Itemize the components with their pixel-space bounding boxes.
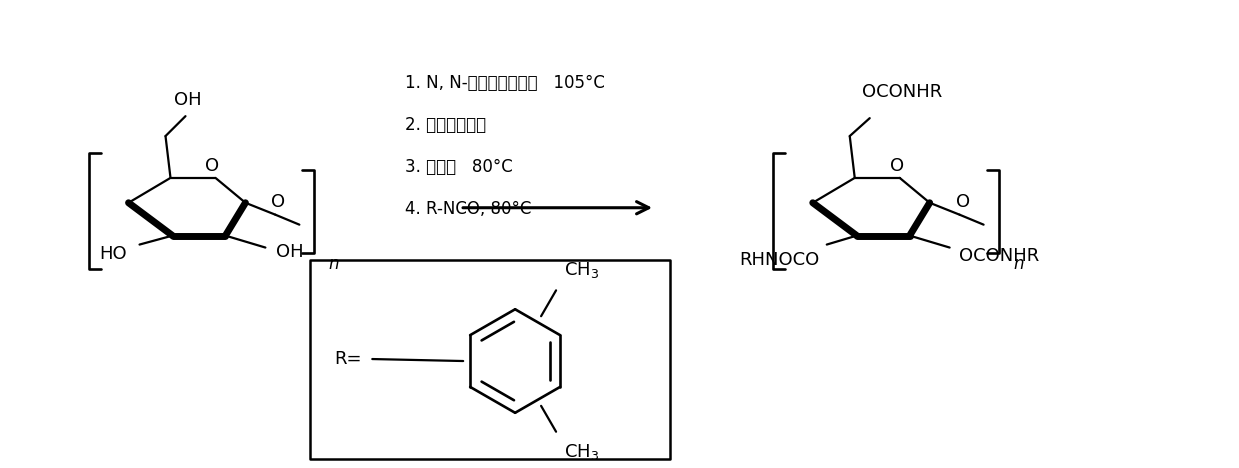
Text: $n$: $n$ [328, 255, 339, 272]
Text: 4. R-NCO, 80°C: 4. R-NCO, 80°C [405, 200, 532, 218]
Text: HO: HO [99, 244, 126, 263]
Text: OCONHR: OCONHR [861, 83, 942, 101]
Text: CH$_3$: CH$_3$ [564, 442, 600, 461]
Text: RHNOCO: RHNOCO [740, 250, 820, 269]
Text: OH: OH [173, 91, 201, 109]
Text: O: O [890, 157, 903, 175]
Text: $n$: $n$ [1012, 255, 1023, 272]
Text: CH$_3$: CH$_3$ [564, 260, 600, 280]
Text: 2. 氯化锂，常温: 2. 氯化锂，常温 [405, 116, 487, 134]
Text: R=: R= [335, 350, 362, 368]
Text: OH: OH [275, 242, 304, 261]
Text: O: O [206, 157, 219, 175]
Text: OCONHR: OCONHR [959, 247, 1040, 264]
Text: 3. 吵啦，   80°C: 3. 吵啦， 80°C [405, 158, 513, 176]
Bar [310, 259, 670, 459]
Text: O: O [271, 193, 285, 211]
Text: O: O [955, 193, 970, 211]
Text: 1. N, N-二甲基乙酬胺，   105°C: 1. N, N-二甲基乙酬胺， 105°C [405, 74, 605, 92]
